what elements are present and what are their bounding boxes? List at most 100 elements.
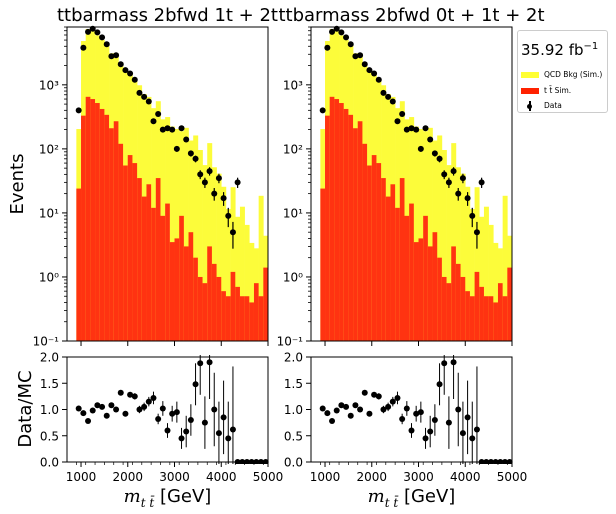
ratio-x-tick-label: 3000 xyxy=(159,470,190,484)
bar-qcd xyxy=(174,129,180,341)
bar-qcd xyxy=(479,216,485,341)
ratio-point xyxy=(220,414,227,421)
bar-ttbar xyxy=(432,232,438,341)
bar-ttbar xyxy=(469,296,475,341)
bar-qcd xyxy=(207,143,213,341)
data-point xyxy=(75,107,82,114)
ratio-point xyxy=(338,402,345,409)
ratio-point xyxy=(445,419,452,426)
data-point xyxy=(408,125,415,132)
panel-2: 10⁻¹ 10⁰ 10¹ 10² 10³ ttbarmass 2bfwd 0t + 1t … xyxy=(277,5,545,349)
ratio-point xyxy=(431,417,438,423)
ratio-x-tick-label: 5000 xyxy=(253,470,284,484)
ratio-point xyxy=(257,459,264,464)
bar-ttbar xyxy=(390,184,396,341)
ratio-point xyxy=(371,391,378,398)
bar-ttbar xyxy=(253,283,259,341)
data-point xyxy=(85,28,92,35)
ratio-panel-1: 0.0 0.5 1.0 1.5 2.0 1000 2000 3000 4000 5000 xyxy=(40,351,284,485)
data-point xyxy=(155,111,162,118)
bar-ttbar xyxy=(193,257,199,341)
ratio-point xyxy=(380,406,387,413)
ratio-point xyxy=(333,407,340,414)
ratio-point xyxy=(80,410,87,417)
ratio-point xyxy=(389,398,396,405)
y-tick-label: 10¹ xyxy=(39,206,59,220)
ratio-point xyxy=(357,406,364,413)
bar-ttbar xyxy=(455,263,461,341)
bar-qcd xyxy=(216,173,222,341)
ratio-point xyxy=(173,409,180,416)
bar-qcd xyxy=(244,224,250,341)
data-point xyxy=(127,70,134,77)
data-point xyxy=(183,136,190,143)
bar-ttbar xyxy=(474,271,480,341)
data-point xyxy=(201,179,208,186)
bar-ttbar xyxy=(376,163,382,341)
ratio-point xyxy=(347,412,354,419)
ratio-point xyxy=(225,435,232,442)
ratio-point xyxy=(403,405,410,412)
bar-ttbar xyxy=(155,178,161,341)
ratio-point xyxy=(436,381,443,388)
data-point xyxy=(150,118,157,125)
ratio-point xyxy=(422,435,429,442)
y-tick-label: 10² xyxy=(39,142,59,156)
bar-ttbar xyxy=(493,302,499,341)
ratio-point xyxy=(243,459,250,464)
data-point xyxy=(357,52,364,59)
data-point xyxy=(417,145,424,152)
ratio-point xyxy=(253,459,260,464)
data-point xyxy=(431,150,438,157)
ratio-point xyxy=(234,459,241,464)
plot-frame xyxy=(66,26,269,342)
data-point xyxy=(234,179,241,186)
data-point xyxy=(159,126,166,133)
data-point xyxy=(145,98,152,105)
bar-ttbar xyxy=(104,114,110,341)
bar-qcd xyxy=(418,129,424,341)
y-tick-label: 10⁻¹ xyxy=(33,335,60,349)
bar-ttbar xyxy=(235,286,241,341)
bar-ttbar xyxy=(113,121,119,341)
data-point xyxy=(394,118,401,125)
data-point xyxy=(441,171,448,178)
bar-ttbar xyxy=(137,178,143,341)
ratio-point xyxy=(478,459,485,464)
bar-ttbar xyxy=(339,103,345,341)
ratio-point xyxy=(469,435,476,442)
data-point xyxy=(389,98,396,105)
data-point xyxy=(399,111,406,118)
ratio-point xyxy=(455,406,462,413)
ratio-point xyxy=(487,459,494,464)
bar-ttbar xyxy=(179,215,185,341)
data-point xyxy=(136,89,143,96)
ratio-point xyxy=(215,430,222,437)
data-point xyxy=(413,126,420,133)
bar-ttbar xyxy=(446,283,452,341)
bar-ttbar xyxy=(385,196,391,341)
data-point xyxy=(211,190,218,197)
data-point xyxy=(108,53,115,60)
data-point xyxy=(206,168,213,175)
bar-qcd xyxy=(193,135,199,341)
ratio-point xyxy=(399,415,406,422)
legend-item-ttbar: t t̄ Sim. xyxy=(521,86,571,96)
bar-ttbar xyxy=(362,143,368,341)
ratio-point xyxy=(201,419,208,426)
ratio-x-tick-label: 1000 xyxy=(310,470,341,484)
bar-ttbar xyxy=(249,302,255,341)
bar-ttbar xyxy=(488,296,494,341)
ratio-point xyxy=(450,359,457,366)
ratio-point xyxy=(343,403,350,410)
bar-qcd xyxy=(211,167,217,341)
data-point xyxy=(131,76,138,83)
bar-ttbar xyxy=(357,121,363,341)
data-point xyxy=(173,145,180,152)
bar-qcd xyxy=(488,224,494,341)
ratio-point xyxy=(413,410,420,417)
bar-qcd xyxy=(202,165,208,341)
y-axis-label: Events xyxy=(7,154,28,215)
ratio-point xyxy=(319,405,326,412)
